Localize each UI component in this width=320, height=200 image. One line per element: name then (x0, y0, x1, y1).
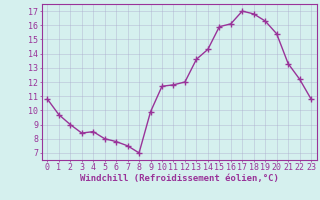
X-axis label: Windchill (Refroidissement éolien,°C): Windchill (Refroidissement éolien,°C) (80, 174, 279, 183)
